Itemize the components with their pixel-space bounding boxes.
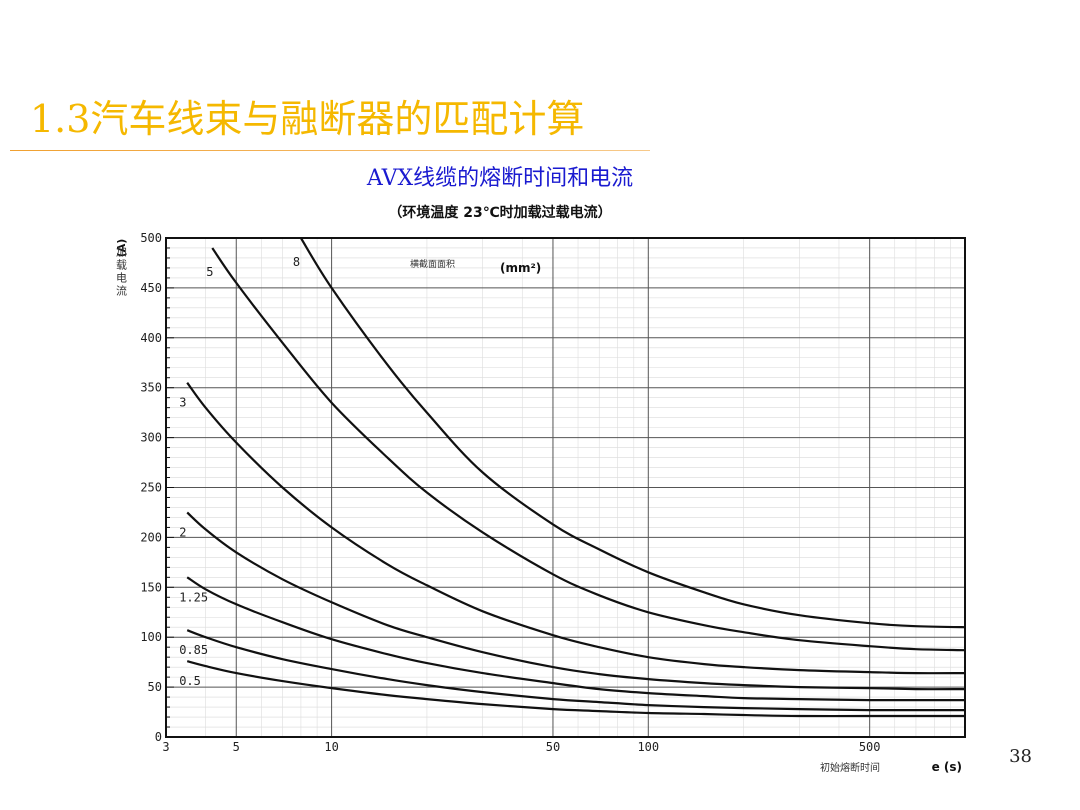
x-tick-label: 50 <box>546 740 560 754</box>
x-axis-unit: e (s) <box>932 760 962 774</box>
y-tick-label: 500 <box>140 231 162 245</box>
x-axis-label: 初始熔断时间 <box>820 761 880 774</box>
series-line-3 <box>186 382 966 675</box>
grid-layer <box>166 238 965 737</box>
y-tick-label: 100 <box>140 630 162 644</box>
series-label-2: 2 <box>179 525 186 539</box>
series-line-0-85 <box>186 629 965 712</box>
series-line-0-5 <box>186 660 965 718</box>
legend-title: 横截面面积 <box>410 258 455 270</box>
x-tick-label: 3 <box>162 740 169 754</box>
chart-title: AVX线缆的熔断时间和电流 <box>366 166 634 191</box>
y-tick-label: 50 <box>148 680 162 694</box>
x-tick-label: 100 <box>637 740 659 754</box>
tick-labels: 0 50 100 150 200 250 300 350 400 450 500 3 5 10 50 100 5… <box>140 231 880 754</box>
x-tick-label: 10 <box>324 740 338 754</box>
y-tick-label: 200 <box>140 530 162 544</box>
chart-subtitle: （环境温度 23℃时加载过载电流） <box>388 205 612 221</box>
series-line-2 <box>186 511 966 691</box>
y-tick-label: 450 <box>140 281 162 295</box>
y-axis-label: 加载电流 <box>115 246 128 298</box>
x-tick-label: 5 <box>233 740 240 754</box>
y-tick-label: 0 <box>155 730 162 744</box>
title-divider <box>10 150 650 151</box>
series-label-5: 5 <box>206 265 213 279</box>
series-label-1-25: 1.25 <box>179 590 208 604</box>
y-tick-label: 150 <box>140 580 162 594</box>
y-tick-label: 350 <box>140 381 162 395</box>
series-line-8 <box>299 237 966 629</box>
plot-frame <box>165 237 966 738</box>
y-tick-label: 250 <box>140 481 162 495</box>
series-line-5 <box>211 247 966 652</box>
slide-title: 1.3汽车线束与融断器的匹配计算 <box>30 97 585 141</box>
legend-unit: (mm²) <box>500 261 541 275</box>
page-number: 38 <box>1009 746 1032 767</box>
y-tick-label: 400 <box>140 331 162 345</box>
y-axis-unit: (A) <box>115 239 128 258</box>
series-label-0-5: 0.5 <box>179 674 201 688</box>
y-tick-label: 300 <box>140 431 162 445</box>
series-label-0-85: 0.85 <box>179 643 208 657</box>
series-layer <box>186 237 966 718</box>
x-tick-label: 500 <box>859 740 881 754</box>
series-label-3: 3 <box>179 396 186 410</box>
series-label-8: 8 <box>293 255 300 269</box>
series-line-1-25 <box>186 576 965 702</box>
